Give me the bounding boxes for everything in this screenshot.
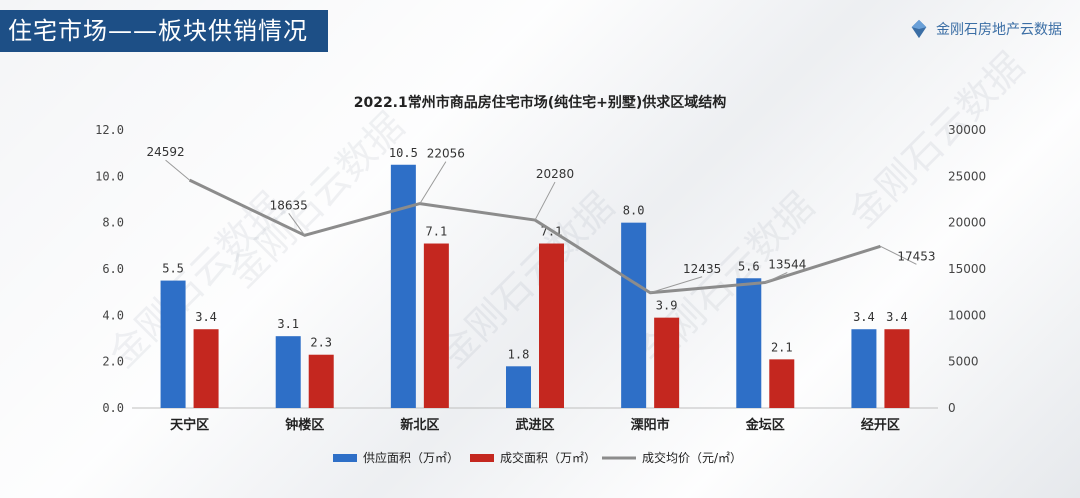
supply-bar-label: 10.5 xyxy=(389,146,418,160)
page-title-banner: 住宅市场——板块供销情况 xyxy=(0,10,328,52)
legend-deal-swatch xyxy=(470,454,494,462)
price-label-leader xyxy=(649,276,703,294)
supply-bar-label: 5.6 xyxy=(738,259,760,273)
supply-bar-label: 3.1 xyxy=(277,317,299,331)
x-category-label: 溧阳市 xyxy=(631,417,670,433)
supply-bar xyxy=(851,329,877,408)
deal-bar xyxy=(769,359,795,408)
supply-bar xyxy=(390,164,416,408)
x-category-label: 新北区 xyxy=(400,417,439,433)
price-line-label: 17453 xyxy=(897,249,935,263)
y-right-tick-label: 0 xyxy=(948,401,956,415)
y-left-tick-label: 2.0 xyxy=(102,355,124,369)
supply-bar-label: 5.5 xyxy=(162,262,184,276)
y-right-tick-label: 25000 xyxy=(948,169,986,183)
brand-logo: 金刚石房地产云数据 xyxy=(908,18,1062,40)
y-right-tick-label: 10000 xyxy=(948,308,986,322)
x-category-label: 经开区 xyxy=(861,417,900,433)
price-label-leader xyxy=(288,213,306,236)
deal-bar xyxy=(308,354,334,408)
price-label-leader xyxy=(165,159,190,181)
y-left-tick-label: 10.0 xyxy=(95,169,124,183)
y-left-tick-label: 4.0 xyxy=(102,308,124,322)
supply-bar xyxy=(275,336,301,408)
deal-bar-label: 3.9 xyxy=(656,299,678,313)
diamond-logo-icon xyxy=(911,19,927,39)
price-line-label: 12435 xyxy=(683,262,721,276)
x-category-label: 钟楼区 xyxy=(285,417,324,433)
supply-bar-label: 1.8 xyxy=(508,347,530,361)
price-line xyxy=(188,178,881,295)
price-label-leader xyxy=(880,245,917,265)
deal-bar-label: 3.4 xyxy=(195,310,217,324)
price-line-label: 20280 xyxy=(536,167,574,181)
deal-bar xyxy=(654,317,680,408)
y-right-tick-label: 15000 xyxy=(948,262,986,276)
price-label-leader xyxy=(765,272,788,283)
deal-bar-label: 7.1 xyxy=(426,225,448,239)
supply-bar xyxy=(736,278,762,408)
x-category-label: 天宁区 xyxy=(170,417,209,433)
y-left-tick-label: 0.0 xyxy=(102,401,124,415)
deal-bar xyxy=(423,243,449,408)
supply-bar xyxy=(506,366,531,408)
y-right-tick-label: 30000 xyxy=(948,123,986,137)
deal-bar-label: 3.4 xyxy=(886,310,908,324)
price-label-leader xyxy=(534,181,556,221)
price-label-leader xyxy=(419,161,447,204)
legend-supply-swatch xyxy=(333,454,357,462)
x-category-label: 金坛区 xyxy=(745,417,785,433)
legend-price-label: 成交均价（元/㎡） xyxy=(642,450,742,465)
price-line-label: 18635 xyxy=(270,198,308,212)
deal-bar-label: 2.1 xyxy=(771,340,793,354)
y-right-tick-label: 5000 xyxy=(948,355,979,369)
y-left-tick-label: 12.0 xyxy=(95,123,124,137)
price-line-label: 22056 xyxy=(427,147,465,161)
deal-bar xyxy=(884,329,910,408)
y-right-tick-label: 20000 xyxy=(948,216,986,230)
y-left-tick-label: 6.0 xyxy=(102,262,124,276)
supply-bar-label: 3.4 xyxy=(853,310,875,324)
legend-deal-label: 成交面积（万㎡） xyxy=(500,450,596,465)
chart-title: 2022.1常州市商品房住宅市场(纯住宅+别墅)供求区域结构 xyxy=(354,94,727,111)
x-category-label: 武进区 xyxy=(515,417,554,433)
deal-bar xyxy=(539,243,564,408)
supply-bar-label: 8.0 xyxy=(623,204,645,218)
legend-supply-label: 供应面积（万㎡） xyxy=(363,450,459,465)
supply-bar xyxy=(621,222,647,408)
y-left-tick-label: 8.0 xyxy=(102,216,124,230)
price-line-label: 24592 xyxy=(146,145,184,159)
brand-name: 金刚石房地产云数据 xyxy=(936,22,1062,38)
deal-bar-label: 2.3 xyxy=(310,336,332,350)
deal-bar xyxy=(193,329,219,408)
supply-bar xyxy=(160,280,186,408)
price-line-label: 13544 xyxy=(768,257,806,271)
